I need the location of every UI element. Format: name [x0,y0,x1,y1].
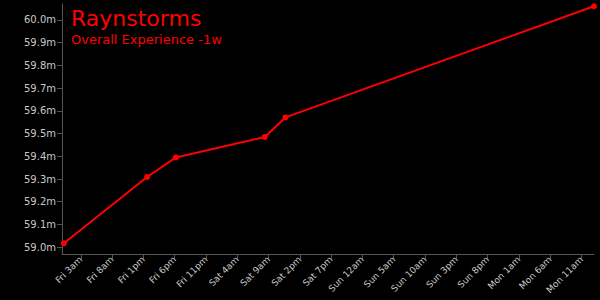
svg-text:Overall Experience -1w: Overall Experience -1w [71,32,222,47]
svg-text:59.4m: 59.4m [24,151,56,162]
svg-text:Sat 2pm: Sat 2pm [270,254,304,288]
svg-text:Sat 7pm: Sat 7pm [300,254,335,289]
svg-text:59.3m: 59.3m [24,174,56,185]
svg-text:Fri 3am: Fri 3am [54,254,85,285]
svg-text:Fri 8am: Fri 8am [85,254,116,285]
svg-text:Raynstorms: Raynstorms [71,6,201,31]
svg-text:Fri 1pm: Fri 1pm [116,254,147,285]
svg-text:59.8m: 59.8m [24,60,56,71]
svg-text:Fri 11pm: Fri 11pm [175,254,210,289]
svg-text:Sun 5am: Sun 5am [362,254,398,290]
svg-text:59.9m: 59.9m [24,37,56,48]
svg-text:Sun 3pm: Sun 3pm [424,254,459,289]
svg-text:Sun 12am: Sun 12am [327,254,366,293]
svg-text:59.5m: 59.5m [24,128,56,139]
svg-text:Fri 6pm: Fri 6pm [147,254,178,285]
svg-text:Sun 8pm: Sun 8pm [455,254,492,290]
svg-text:Sat 4am: Sat 4am [207,254,241,288]
svg-text:Mon 6am: Mon 6am [517,254,554,292]
svg-text:59.7m: 59.7m [24,83,56,94]
svg-text:59.0m: 59.0m [24,242,56,253]
svg-text:60.0m: 60.0m [24,14,56,25]
svg-text:59.1m: 59.1m [24,219,56,230]
svg-text:59.6m: 59.6m [24,105,56,116]
svg-text:59.2m: 59.2m [24,196,56,207]
svg-text:Sun 10am: Sun 10am [389,254,428,293]
svg-text:Sat 9am: Sat 9am [238,254,272,288]
svg-text:Mon 11am: Mon 11am [544,254,585,295]
svg-text:Mon 1am: Mon 1am [486,254,523,291]
